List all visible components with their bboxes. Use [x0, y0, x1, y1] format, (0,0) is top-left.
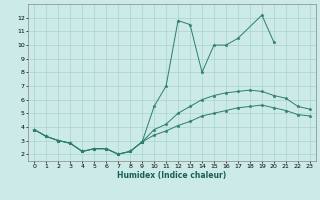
X-axis label: Humidex (Indice chaleur): Humidex (Indice chaleur) [117, 171, 227, 180]
